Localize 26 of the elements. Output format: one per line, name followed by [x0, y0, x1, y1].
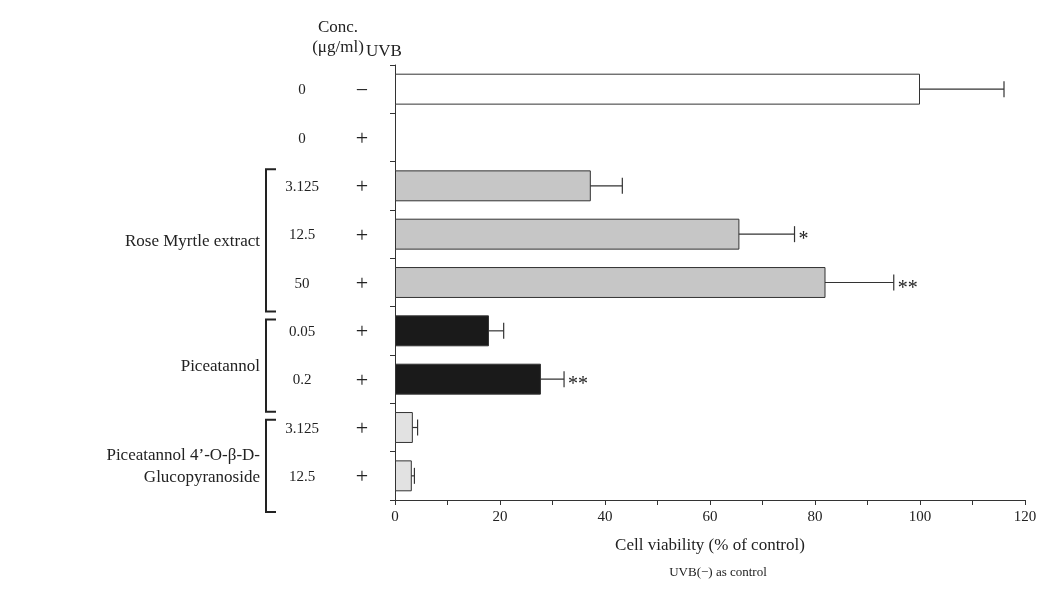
category-label: 0.2 +: [292, 366, 369, 392]
annotation: **: [568, 372, 589, 395]
x-tick-label: 40: [597, 507, 613, 524]
annotation: **: [897, 275, 918, 298]
x-tick-label: 80: [807, 507, 823, 524]
category-label: 50 +: [294, 270, 369, 295]
x-tick-label: 120: [1013, 507, 1037, 524]
category-label: 12.5 +: [288, 221, 369, 247]
x-tick-label: 60: [702, 507, 718, 524]
category-label: 3.125 +: [285, 415, 369, 440]
category-label: 0 +: [298, 125, 369, 150]
category-label: 3.125 +: [285, 173, 369, 199]
x-tick-label: 20: [492, 507, 508, 524]
category-label: 12.5 +: [288, 463, 369, 489]
text: Piceatannol: [180, 356, 261, 376]
x-axis-title: Cell viability (% of control): [615, 535, 805, 554]
text: Piceatannol 4’-O-β-D- Glucopyranoside: [106, 445, 261, 487]
annotation: *: [798, 227, 809, 250]
category-label: 0 −: [298, 76, 369, 102]
text: Rose Myrtle extract: [124, 230, 261, 250]
category-label: 0.05 +: [288, 318, 369, 344]
text: Conc. (μg/ml): [312, 16, 364, 56]
x-tick-label: 0: [391, 507, 399, 524]
text: UVB(−) as control: [669, 563, 768, 579]
x-tick-label: 100: [908, 507, 932, 524]
text: UVB: [366, 40, 402, 60]
